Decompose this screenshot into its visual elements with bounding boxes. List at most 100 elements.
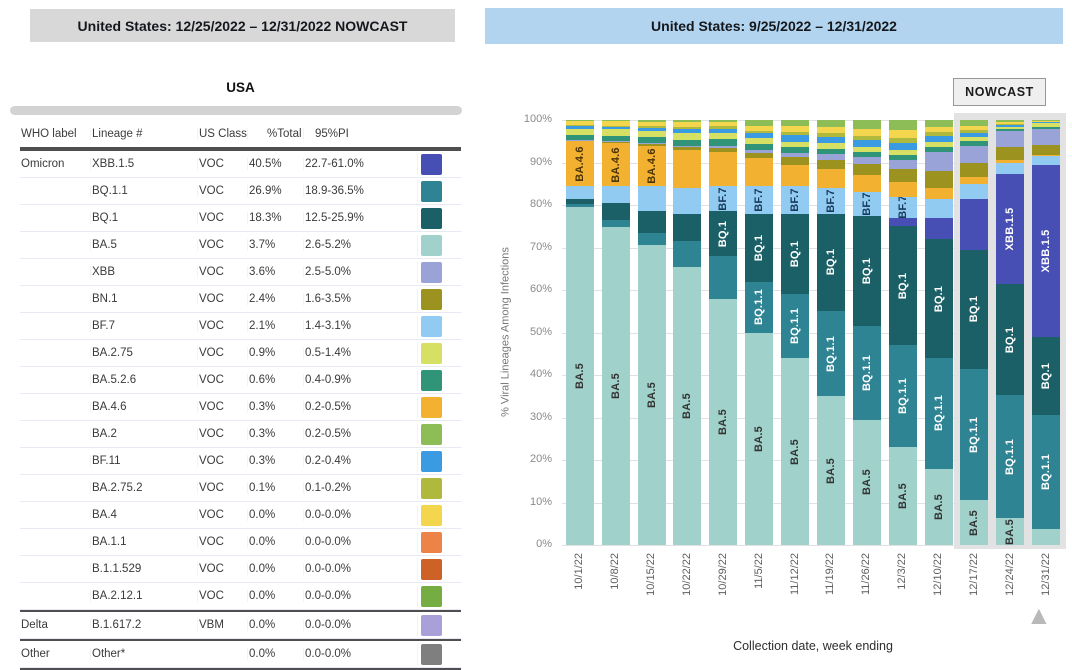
bar-segment-BA.5.2.6[interactable] [960, 141, 988, 145]
bar-segment-XBB[interactable] [853, 157, 881, 164]
bar-segment-BQ.1.1[interactable]: BQ.1.1 [889, 345, 917, 447]
bar-segment-BA.2.75.2[interactable] [602, 126, 630, 127]
bar-segment-BA.4.6[interactable] [673, 150, 701, 188]
bar-segment-BA.4[interactable] [853, 129, 881, 136]
bar-segment-BA.2.75.2[interactable] [960, 130, 988, 133]
bar-segment-BA.4[interactable] [566, 121, 594, 125]
bar-segment-XBB[interactable] [925, 152, 953, 171]
bar-segment-BA.2[interactable] [566, 120, 594, 121]
bar-segment-BN.1[interactable] [781, 157, 809, 164]
bar-segment-BQ.1[interactable]: BQ.1 [853, 216, 881, 327]
bar-segment-BF.7[interactable] [673, 188, 701, 214]
bar-segment-BA.2.75.2[interactable] [996, 124, 1024, 125]
bar-segment-BF.11[interactable] [781, 135, 809, 141]
bar-segment-BF.11[interactable] [960, 133, 988, 137]
bar-segment-BF.11[interactable] [1032, 122, 1060, 123]
bar-segment-BA.5[interactable]: BA.5 [566, 207, 594, 545]
bar-segment-XBB[interactable] [673, 146, 701, 147]
bar-segment-BQ.1.1[interactable]: BQ.1.1 [925, 358, 953, 469]
bar-segment-XBB.1.5[interactable] [925, 218, 953, 239]
bar-segment-BA.4.6[interactable] [996, 160, 1024, 163]
bar-segment-XBB[interactable] [602, 141, 630, 142]
bar-segment-BA.2[interactable] [781, 120, 809, 126]
bar-segment-BA.2.75.2[interactable] [817, 133, 845, 137]
bar-segment-BA.5[interactable]: BA.5 [996, 518, 1024, 545]
bar-segment-BA.2.75[interactable] [817, 143, 845, 148]
bar-segment-BQ.1[interactable]: BQ.1 [709, 211, 737, 256]
bar-segment-BA.4.6[interactable] [960, 177, 988, 183]
bar-segment-BQ.1[interactable]: BQ.1 [1032, 337, 1060, 415]
bar-segment-XBB[interactable] [996, 131, 1024, 147]
bar-segment-BA.4[interactable] [889, 130, 917, 138]
bar-segment-BN.1[interactable] [889, 169, 917, 182]
bar-segment-XBB.1.5[interactable]: XBB.1.5 [1032, 165, 1060, 337]
bar-segment-BA.2.75[interactable] [745, 138, 773, 144]
bar-segment-BA.4.6[interactable] [817, 169, 845, 188]
bar-segment-BA.4[interactable] [638, 122, 666, 126]
bar-segment-BQ.1[interactable] [602, 203, 630, 220]
bar-segment-BA.4.6[interactable] [1032, 155, 1060, 156]
bar-segment-XBB.1.5[interactable] [960, 199, 988, 250]
bar-segment-BA.5[interactable]: BA.5 [781, 358, 809, 545]
bar-segment-BQ.1[interactable]: BQ.1 [925, 239, 953, 358]
bar-segment-BA.2.75[interactable] [638, 131, 666, 137]
bar-segment-BA.2[interactable] [996, 120, 1024, 122]
bar-segment-BF.11[interactable] [996, 125, 1024, 127]
bar-segment-BQ.1.1[interactable] [673, 241, 701, 267]
bar-segment-BA.5.2.6[interactable] [709, 139, 737, 145]
bar-segment-BA.2[interactable] [673, 120, 701, 122]
bar-segment-BA.5[interactable]: BA.5 [817, 396, 845, 545]
bar-segment-BA.2[interactable] [889, 120, 917, 130]
bar-segment-XBB[interactable] [781, 153, 809, 157]
bar-segment-BA.5.2.6[interactable] [853, 152, 881, 158]
bar-segment-BQ.1.1[interactable]: BQ.1.1 [817, 311, 845, 396]
bar-segment-BF.11[interactable] [602, 127, 630, 130]
bar-segment-BA.4.6[interactable] [889, 182, 917, 197]
bar-segment-BF.11[interactable] [889, 143, 917, 150]
bar-segment-BF.7[interactable] [638, 186, 666, 212]
bar-segment-BA.4[interactable] [709, 122, 737, 126]
bar-segment-BA.2.75[interactable] [673, 133, 701, 139]
bar-segment-BA.4[interactable] [960, 126, 988, 130]
bar-segment-BQ.1[interactable]: BQ.1 [817, 214, 845, 312]
bar-segment-BA.2.75[interactable] [781, 142, 809, 148]
bar-segment-BF.7[interactable] [1032, 156, 1060, 165]
bar-segment-BF.11[interactable] [817, 137, 845, 143]
bar-segment-BA.2.75[interactable] [566, 129, 594, 135]
bar-segment-BF.7[interactable]: BF.7 [889, 197, 917, 218]
bar-segment-XBB.1.5[interactable]: XBB.1.5 [996, 174, 1024, 285]
bar-segment-BQ.1.1[interactable]: BQ.1.1 [996, 395, 1024, 518]
bar-segment-BA.5.2.6[interactable] [996, 129, 1024, 131]
bar-segment-BQ.1.1[interactable]: BQ.1.1 [781, 294, 809, 358]
bar-segment-BA.2[interactable] [925, 120, 953, 127]
bar-segment-BA.2.75.2[interactable] [638, 126, 666, 128]
bar-segment-BA.4.6[interactable]: BA.4.6 [602, 143, 630, 186]
bar-segment-BA.2.75.2[interactable] [853, 136, 881, 140]
bar-segment-BA.5.2.6[interactable] [638, 137, 666, 143]
bar-segment-XBB[interactable] [1032, 129, 1060, 144]
bar-segment-BN.1[interactable] [1032, 145, 1060, 155]
bar-segment-BA.5[interactable]: BA.5 [709, 299, 737, 546]
bar-segment-XBB[interactable] [889, 160, 917, 169]
bar-segment-BN.1[interactable] [638, 144, 666, 146]
bar-segment-BF.11[interactable] [925, 136, 953, 142]
bar-segment-BA.5[interactable]: BA.5 [960, 500, 988, 545]
bar-segment-BN.1[interactable] [960, 163, 988, 178]
bar-segment-BF.7[interactable]: BF.7 [817, 188, 845, 214]
bar-segment-BA.2[interactable] [638, 120, 666, 122]
bar-segment-BA.5[interactable]: BA.5 [925, 469, 953, 546]
bar-segment-XBB[interactable] [638, 143, 666, 144]
bar-segment-BA.2[interactable] [602, 120, 630, 121]
bar-segment-BN.1[interactable] [602, 142, 630, 143]
bar-segment-BA.5[interactable]: BA.5 [673, 267, 701, 545]
bar-segment-BQ.1[interactable]: BQ.1 [745, 214, 773, 282]
bar-segment-BQ.1.1[interactable]: BQ.1.1 [1032, 415, 1060, 529]
bar-segment-BA.4[interactable] [781, 126, 809, 132]
bar-segment-BA.5.2.6[interactable] [673, 140, 701, 146]
bar-segment-BA.5[interactable]: BA.5 [638, 245, 666, 545]
bar-segment-BA.5.2.6[interactable] [889, 155, 917, 161]
bar-segment-XBB[interactable] [817, 154, 845, 160]
bar-segment-BA.4.6[interactable] [781, 165, 809, 186]
bar-segment-BN.1[interactable] [853, 164, 881, 175]
bar-segment-BA.5[interactable] [1032, 529, 1060, 545]
